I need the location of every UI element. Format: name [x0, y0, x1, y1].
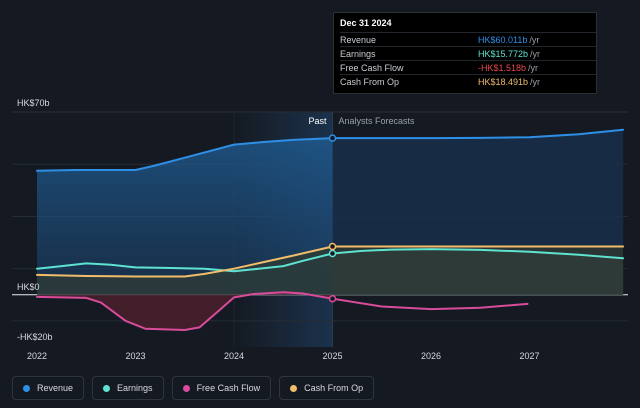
cash-from-op-area-past	[37, 246, 333, 295]
x-tick-label: 2027	[519, 351, 539, 361]
x-tick-label: 2026	[421, 351, 441, 361]
cash-from-op-marker	[328, 242, 337, 251]
tooltip-label: Cash From Op	[340, 76, 400, 87]
tooltip-row-revenue: Revenue HK$60.011b /yr	[340, 32, 596, 46]
legend-dot-icon	[290, 384, 298, 392]
tooltip-unit: /yr	[529, 34, 540, 45]
revenue-area-past	[37, 138, 333, 295]
legend-item-revenue[interactable]: Revenue	[12, 376, 85, 400]
legend-dot-icon	[182, 384, 190, 392]
legend: Revenue Earnings Free Cash Flow Cash Fro…	[12, 376, 375, 400]
x-tick-label: 2022	[27, 351, 47, 361]
legend-dot-icon	[103, 384, 111, 392]
y-axis-top-label: HK$70b	[17, 98, 50, 108]
free-cash-flow-marker	[328, 294, 337, 303]
analysts-forecasts-label: Analysts Forecasts	[339, 116, 416, 126]
tooltip-value: HK$18.491b	[478, 76, 529, 87]
legend-label: Cash From Op	[304, 383, 364, 393]
tooltip-date: Dec 31 2024	[340, 18, 392, 28]
tooltip-row-free-cash-flow: Free Cash Flow -HK$1.518b /yr	[340, 60, 596, 74]
earnings-marker	[328, 249, 337, 258]
chart: HK$70b HK$0 -HK$20b 2022 2023 2024 2025 2026 202…	[12, 98, 628, 361]
legend-item-free-cash-flow[interactable]: Free Cash Flow	[171, 376, 272, 400]
tooltip-label: Free Cash Flow	[340, 62, 404, 73]
legend-label: Revenue	[37, 383, 74, 393]
earnings-area-forecast	[332, 249, 624, 295]
tooltip-unit: /yr	[530, 48, 541, 59]
tooltip-value: HK$15.772b	[478, 48, 529, 59]
legend-label: Earnings	[117, 383, 153, 393]
y-axis-zero-label: HK$0	[17, 282, 40, 292]
legend-item-earnings[interactable]: Earnings	[92, 376, 164, 400]
tooltip-unit: /yr	[528, 62, 539, 73]
revenue-marker	[328, 134, 337, 142]
y-axis-bottom-label: -HK$20b	[17, 332, 53, 342]
legend-dot-icon	[23, 384, 30, 392]
cash-from-op-line	[36, 245, 625, 278]
tooltip-row-earnings: Earnings HK$15.772b /yr	[340, 46, 596, 60]
legend-label: Free Cash Flow	[196, 383, 261, 393]
x-tick-label: 2025	[322, 351, 342, 361]
tooltip-row-cash-from-op: Cash From Op HK$18.491b /yr	[340, 74, 596, 88]
x-tick-label: 2023	[125, 351, 145, 361]
tooltip-value: -HK$1.518b	[478, 62, 527, 73]
past-label: Past	[308, 116, 327, 126]
x-tick-label: 2024	[224, 351, 244, 361]
tooltip-label: Revenue	[340, 34, 377, 45]
legend-item-cash-from-op[interactable]: Cash From Op	[279, 376, 375, 400]
tooltip: Dec 31 2024 Revenue HK$60.011b /yr Earni…	[333, 12, 597, 94]
tooltip-label: Earnings	[340, 48, 376, 59]
revenue-line	[36, 128, 625, 172]
tooltip-unit: /yr	[530, 76, 541, 87]
tooltip-value: HK$60.011b	[478, 34, 528, 45]
free-cash-flow-line	[36, 291, 529, 331]
free-cash-flow-area-past	[37, 292, 333, 330]
earnings-line	[36, 248, 625, 273]
